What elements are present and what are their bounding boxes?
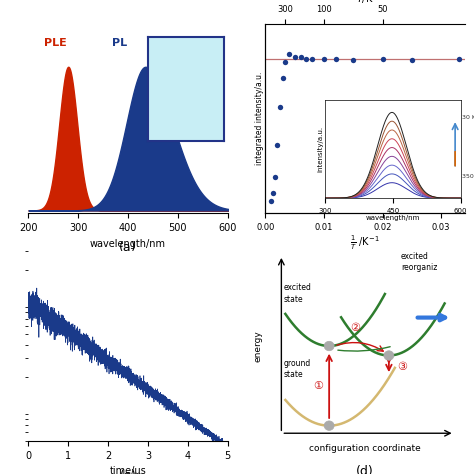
Point — [267, 197, 275, 205]
Text: ①: ① — [313, 381, 323, 391]
Point — [302, 55, 310, 63]
Text: ground
state: ground state — [283, 359, 310, 379]
Point — [269, 189, 276, 197]
Point — [320, 55, 328, 63]
Point — [281, 58, 289, 66]
Text: PL: PL — [112, 38, 127, 48]
Point — [455, 55, 463, 63]
Text: (c): (c) — [119, 469, 137, 474]
X-axis label: $\frac{1}{T}$ /K$^{-1}$: $\frac{1}{T}$ /K$^{-1}$ — [350, 233, 380, 252]
Text: (a): (a) — [119, 241, 137, 254]
Point — [297, 54, 304, 61]
Y-axis label: energy: energy — [254, 330, 263, 362]
Point — [279, 74, 287, 82]
Y-axis label: integrated intensity/a.u.: integrated intensity/a.u. — [255, 72, 264, 165]
Text: (b): (b) — [356, 256, 374, 269]
Text: excited
state: excited state — [283, 283, 311, 303]
Point — [408, 56, 416, 64]
Text: (d): (d) — [356, 465, 374, 474]
Circle shape — [324, 341, 334, 351]
Circle shape — [324, 421, 334, 430]
Circle shape — [384, 351, 394, 360]
Text: excited: excited — [401, 252, 428, 261]
X-axis label: time/μs: time/μs — [109, 466, 146, 474]
Point — [276, 103, 284, 110]
X-axis label: $T$/K: $T$/K — [356, 0, 374, 5]
Text: reorganiz: reorganiz — [401, 263, 437, 272]
Text: ③: ③ — [397, 362, 407, 372]
Text: ②: ② — [350, 323, 360, 333]
X-axis label: configuration coordinate: configuration coordinate — [309, 444, 421, 453]
Point — [309, 55, 316, 63]
Point — [379, 55, 386, 63]
Point — [291, 54, 299, 61]
Text: PLE: PLE — [45, 38, 67, 48]
Point — [349, 56, 357, 64]
Point — [332, 55, 339, 63]
X-axis label: wavelength/nm: wavelength/nm — [90, 238, 166, 248]
Point — [271, 173, 279, 181]
Point — [273, 141, 281, 149]
Point — [285, 50, 292, 58]
